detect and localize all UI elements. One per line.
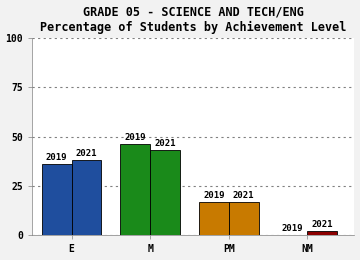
Text: 2019: 2019 xyxy=(282,224,303,233)
Text: 2021: 2021 xyxy=(154,139,176,148)
Bar xyxy=(229,202,258,235)
Text: 2019: 2019 xyxy=(203,191,225,200)
Bar xyxy=(307,231,337,235)
Title: GRADE 05 - SCIENCE AND TECH/ENG
Percentage of Students by Achievement Level: GRADE 05 - SCIENCE AND TECH/ENG Percenta… xyxy=(40,5,347,34)
Bar xyxy=(72,160,102,235)
Bar xyxy=(150,150,180,235)
Bar xyxy=(42,164,72,235)
Bar xyxy=(120,144,150,235)
Text: 2019: 2019 xyxy=(125,133,146,142)
Text: 2021: 2021 xyxy=(233,191,255,200)
Bar xyxy=(199,202,229,235)
Text: 2019: 2019 xyxy=(46,153,67,162)
Text: 2021: 2021 xyxy=(311,220,333,230)
Text: 2021: 2021 xyxy=(76,149,97,158)
